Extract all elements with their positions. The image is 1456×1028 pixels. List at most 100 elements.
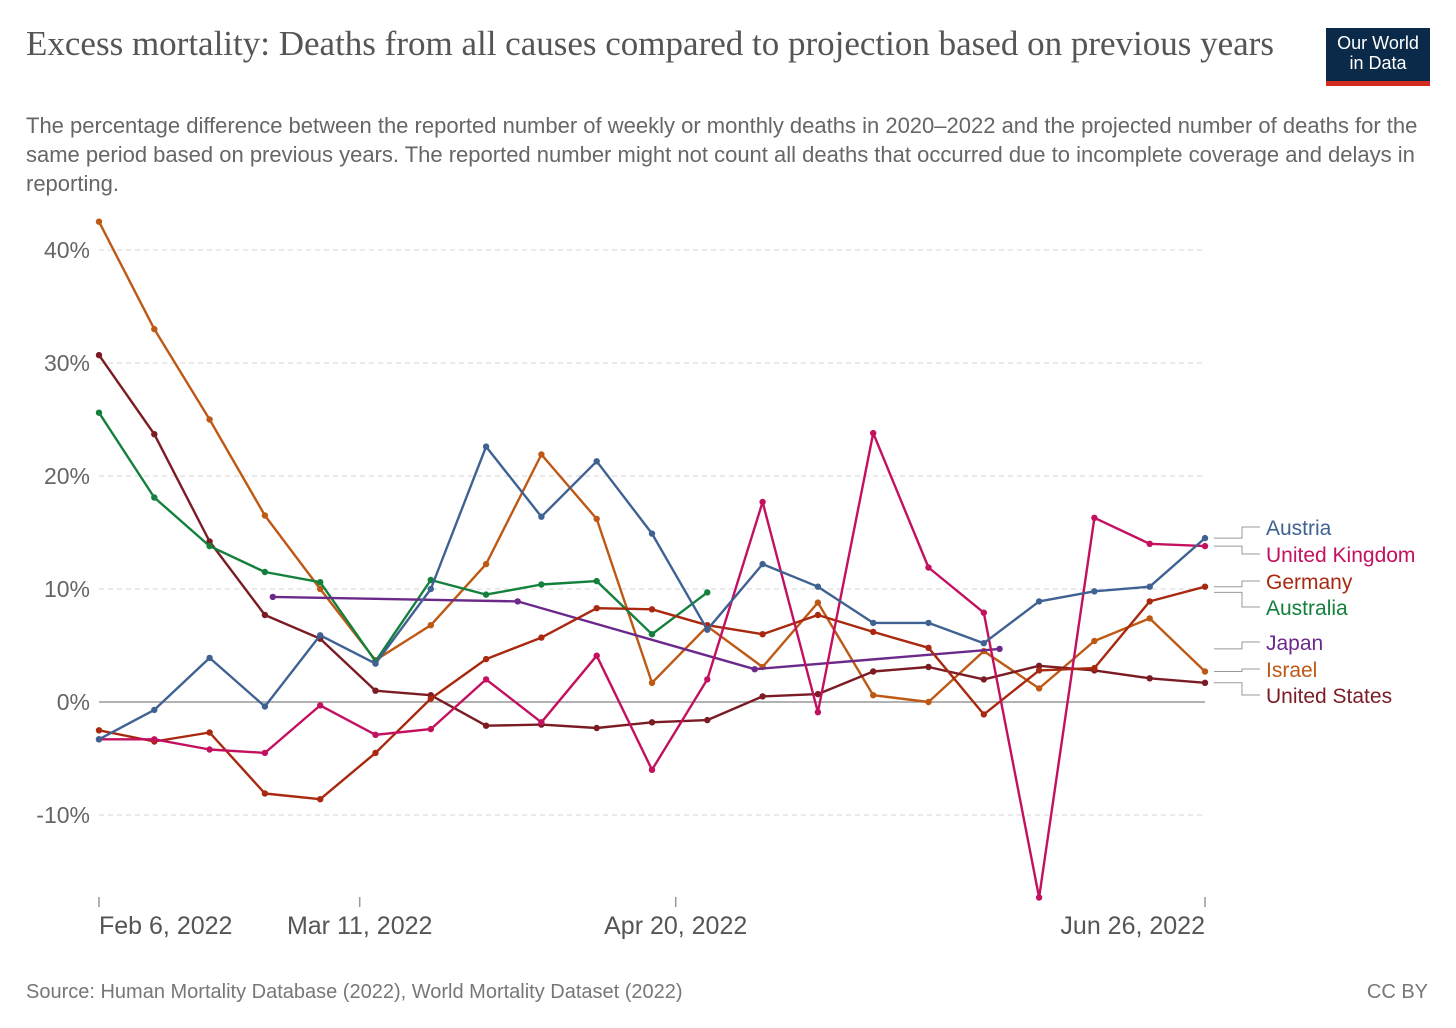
data-point bbox=[704, 589, 711, 596]
data-point bbox=[372, 749, 379, 757]
legend-label: Germany bbox=[1266, 571, 1353, 594]
data-point bbox=[814, 690, 822, 698]
data-point bbox=[317, 702, 324, 709]
data-point bbox=[538, 513, 545, 520]
data-point bbox=[648, 631, 656, 638]
data-point bbox=[870, 628, 877, 636]
data-point bbox=[482, 676, 490, 683]
series-japan bbox=[269, 593, 1003, 673]
legend-connector bbox=[1214, 580, 1260, 588]
data-point bbox=[751, 666, 758, 673]
data-point bbox=[151, 736, 158, 743]
data-point bbox=[482, 722, 490, 729]
y-tick-label: 0% bbox=[57, 689, 90, 715]
data-point bbox=[996, 645, 1003, 653]
data-point bbox=[1035, 598, 1043, 605]
data-point bbox=[759, 631, 766, 638]
data-point bbox=[980, 711, 987, 718]
data-point bbox=[648, 606, 656, 613]
data-point bbox=[261, 568, 269, 576]
data-point bbox=[482, 560, 490, 568]
data-point bbox=[980, 640, 987, 647]
legend-connector bbox=[1214, 591, 1260, 608]
data-point bbox=[427, 725, 434, 733]
data-point bbox=[1201, 534, 1209, 542]
data-point bbox=[95, 218, 103, 225]
y-tick-label: 10% bbox=[44, 576, 90, 602]
data-point bbox=[372, 731, 379, 738]
y-tick-label: -10% bbox=[36, 802, 90, 828]
data-point bbox=[206, 654, 213, 662]
data-point bbox=[151, 325, 158, 333]
data-point bbox=[593, 724, 600, 732]
data-point bbox=[925, 619, 932, 627]
grid-layer: 40% 30% 20% 10% 0% -10% Feb 6, 2022 Mar 11, 202… bbox=[36, 237, 1206, 940]
data-point bbox=[1091, 514, 1098, 521]
logo-line-1: Our World bbox=[1337, 33, 1419, 53]
data-point bbox=[759, 498, 766, 506]
legend-layer: Austria United Kingdom Germany Australia Jap… bbox=[1214, 517, 1415, 708]
legend-connector bbox=[1214, 641, 1260, 650]
data-point bbox=[151, 494, 158, 501]
data-point bbox=[206, 746, 213, 753]
data-point bbox=[1201, 542, 1209, 550]
data-point bbox=[261, 703, 269, 710]
data-point bbox=[925, 698, 932, 706]
data-point bbox=[593, 458, 600, 465]
data-point bbox=[482, 443, 490, 450]
data-point bbox=[593, 515, 600, 523]
series-line bbox=[272, 595, 1000, 671]
data-point bbox=[648, 766, 656, 773]
data-point bbox=[372, 660, 379, 667]
data-point bbox=[814, 599, 822, 606]
data-point bbox=[95, 736, 103, 743]
data-point bbox=[538, 451, 545, 458]
data-point bbox=[95, 351, 103, 359]
series-line bbox=[98, 445, 1206, 741]
data-point bbox=[1091, 637, 1098, 645]
data-point bbox=[95, 409, 103, 416]
logo-line-2: in Data bbox=[1349, 53, 1407, 73]
data-point bbox=[759, 560, 766, 568]
data-point bbox=[1146, 598, 1153, 605]
legend-connector bbox=[1214, 668, 1260, 672]
data-point bbox=[814, 583, 822, 590]
x-tick-label: Feb 6, 2022 bbox=[99, 912, 232, 940]
series-united-kingdom bbox=[95, 429, 1209, 901]
data-point bbox=[1035, 685, 1043, 692]
series-united-states bbox=[95, 351, 1209, 732]
data-point bbox=[482, 591, 490, 598]
data-point bbox=[269, 593, 276, 601]
data-point bbox=[1091, 664, 1098, 672]
data-point bbox=[427, 622, 434, 629]
data-point bbox=[1035, 894, 1043, 901]
data-point bbox=[870, 668, 877, 675]
legend-label: Australia bbox=[1266, 597, 1348, 620]
data-point bbox=[759, 693, 766, 700]
data-point bbox=[980, 676, 987, 683]
data-point bbox=[814, 709, 822, 716]
y-tick-label: 30% bbox=[44, 350, 90, 376]
legend-label: Israel bbox=[1266, 659, 1317, 682]
source-note: Source: Human Mortality Database (2022),… bbox=[26, 981, 683, 1003]
data-point bbox=[427, 695, 434, 702]
data-point bbox=[261, 790, 269, 797]
data-point bbox=[1201, 668, 1209, 675]
legend-label: United States bbox=[1266, 685, 1392, 708]
data-point bbox=[870, 619, 877, 627]
x-tick-label: Apr 20, 2022 bbox=[604, 912, 747, 940]
data-point bbox=[1091, 588, 1098, 595]
data-point bbox=[1146, 583, 1153, 590]
data-point bbox=[870, 692, 877, 699]
data-point bbox=[648, 530, 656, 537]
data-point bbox=[538, 581, 545, 588]
data-point bbox=[648, 679, 656, 686]
license-link[interactable]: CC BY bbox=[1366, 981, 1428, 1003]
owid-logo[interactable]: Our World in Data bbox=[1326, 28, 1430, 86]
data-point bbox=[514, 598, 521, 605]
data-point bbox=[372, 687, 379, 694]
data-point bbox=[704, 676, 711, 683]
data-point bbox=[870, 429, 877, 437]
data-point bbox=[151, 431, 158, 438]
data-point bbox=[538, 719, 545, 726]
